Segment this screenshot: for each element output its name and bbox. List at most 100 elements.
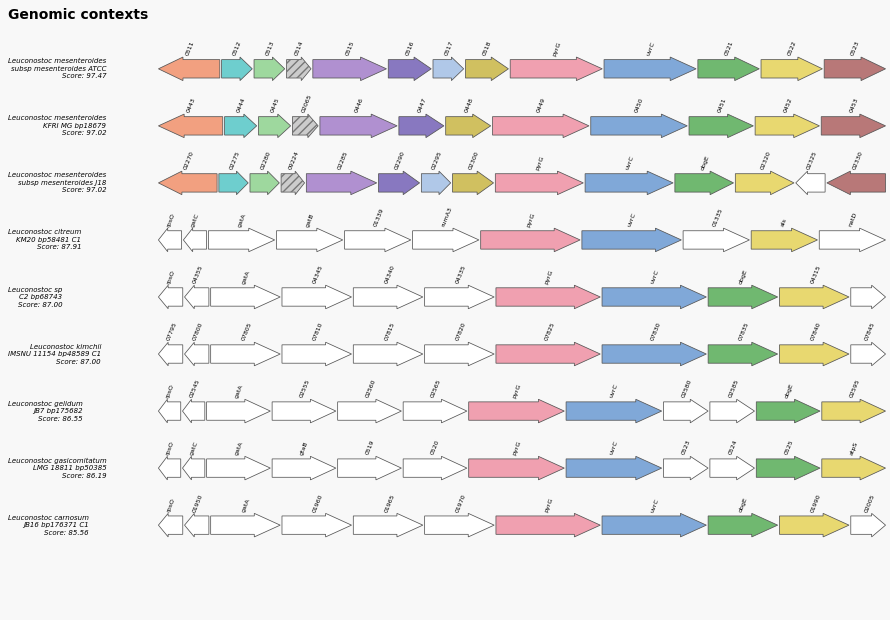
FancyArrow shape (698, 57, 759, 81)
Text: 02580: 02580 (681, 379, 693, 399)
FancyArrow shape (469, 456, 564, 480)
FancyArrow shape (824, 57, 886, 81)
Text: rpsO: rpsO (165, 440, 175, 456)
Text: 01950: 01950 (192, 493, 204, 513)
FancyArrow shape (293, 114, 318, 138)
FancyArrow shape (320, 114, 397, 138)
FancyArrow shape (312, 57, 386, 81)
Text: uvrC: uvrC (627, 212, 637, 228)
FancyArrow shape (388, 57, 432, 81)
Text: 0511: 0511 (184, 40, 195, 56)
FancyArrow shape (761, 57, 822, 81)
FancyArrow shape (446, 114, 490, 138)
FancyArrow shape (684, 228, 749, 252)
Text: 07825: 07825 (544, 322, 555, 342)
FancyArrow shape (465, 57, 508, 81)
Text: 07805: 07805 (241, 322, 253, 342)
Text: 0445: 0445 (270, 97, 280, 113)
FancyArrow shape (272, 399, 336, 423)
FancyArrow shape (582, 228, 682, 252)
FancyArrow shape (710, 456, 755, 480)
FancyArrow shape (566, 399, 661, 423)
Text: 09224: 09224 (288, 150, 300, 170)
Text: 02330: 02330 (852, 151, 863, 170)
Text: 0451: 0451 (716, 97, 727, 113)
Text: 0513: 0513 (264, 40, 275, 56)
Text: obgE: obgE (783, 383, 794, 399)
FancyArrow shape (287, 57, 311, 81)
FancyArrow shape (224, 114, 256, 138)
FancyArrow shape (184, 513, 209, 537)
Text: 07840: 07840 (810, 322, 821, 342)
FancyArrow shape (158, 171, 217, 195)
Text: pyrG: pyrG (552, 40, 562, 56)
Text: 07810: 07810 (312, 322, 324, 342)
FancyArrow shape (399, 114, 444, 138)
Text: Leuconostoc kimchii
IMSNU 11154 bp48589 C1
Score: 87.00: Leuconostoc kimchii IMSNU 11154 bp48589 … (8, 343, 101, 365)
FancyArrow shape (710, 399, 755, 423)
Text: gatC: gatC (189, 440, 199, 456)
Text: 07800: 07800 (192, 322, 204, 342)
FancyArrow shape (337, 456, 401, 480)
Text: 0448: 0448 (464, 97, 474, 113)
FancyArrow shape (425, 342, 494, 366)
FancyArrow shape (206, 399, 271, 423)
Text: 0450: 0450 (635, 97, 645, 113)
Text: gatC: gatC (190, 212, 200, 228)
Text: rpsO: rpsO (166, 212, 175, 228)
FancyArrow shape (272, 456, 336, 480)
Text: atpS: atpS (849, 441, 859, 456)
FancyArrow shape (452, 171, 494, 195)
FancyArrow shape (663, 399, 708, 423)
Text: 04315: 04315 (810, 265, 821, 285)
Text: 02270: 02270 (183, 151, 195, 170)
FancyArrow shape (282, 285, 352, 309)
Text: 07795: 07795 (166, 322, 178, 342)
Text: 01960: 01960 (312, 493, 324, 513)
FancyArrow shape (469, 399, 564, 423)
FancyArrow shape (353, 513, 423, 537)
Text: uvrC: uvrC (645, 41, 656, 56)
Text: 01970: 01970 (455, 493, 466, 513)
Text: 0516: 0516 (405, 40, 416, 56)
Text: 01990: 01990 (810, 493, 821, 513)
Text: 0446: 0446 (354, 97, 364, 113)
FancyArrow shape (158, 285, 182, 309)
Text: 0524: 0524 (727, 440, 738, 456)
FancyArrow shape (780, 513, 849, 537)
Text: pyrG: pyrG (544, 497, 554, 513)
Text: 02005: 02005 (863, 493, 876, 513)
FancyArrow shape (827, 171, 886, 195)
Text: 04335: 04335 (455, 265, 466, 285)
FancyArrow shape (158, 114, 222, 138)
FancyArrow shape (708, 285, 778, 309)
Text: pyrG: pyrG (535, 154, 545, 170)
Text: 0449: 0449 (536, 97, 546, 113)
Text: gatB: gatB (305, 212, 315, 228)
FancyArrow shape (735, 171, 794, 195)
Text: Genomic contexts: Genomic contexts (8, 8, 149, 22)
Text: 0521: 0521 (724, 40, 734, 56)
Text: pyrG: pyrG (544, 268, 554, 285)
Text: Leuconostoc mesenteroides
subsp mesenteroides ATCC
Score: 97.47: Leuconostoc mesenteroides subsp mesenter… (8, 58, 106, 79)
FancyArrow shape (433, 57, 464, 81)
FancyArrow shape (780, 285, 849, 309)
FancyArrow shape (566, 456, 661, 480)
Text: rpsO: rpsO (166, 269, 176, 285)
Text: 0520: 0520 (431, 440, 441, 456)
Text: uvrC: uvrC (610, 383, 619, 399)
Text: 07835: 07835 (739, 322, 750, 342)
FancyArrow shape (851, 285, 886, 309)
FancyArrow shape (184, 285, 209, 309)
Text: 02275: 02275 (229, 151, 241, 170)
Text: pyrG: pyrG (526, 211, 536, 228)
FancyArrow shape (425, 513, 494, 537)
FancyArrow shape (306, 171, 376, 195)
Text: natD: natD (848, 211, 858, 228)
FancyArrow shape (602, 513, 707, 537)
Text: 0519: 0519 (365, 440, 376, 456)
FancyArrow shape (821, 114, 886, 138)
Text: 02560: 02560 (365, 379, 376, 399)
Text: obgE: obgE (739, 497, 748, 513)
Text: Leuconostoc sp
C2 bp68743
Score: 87.00: Leuconostoc sp C2 bp68743 Score: 87.00 (8, 286, 62, 308)
